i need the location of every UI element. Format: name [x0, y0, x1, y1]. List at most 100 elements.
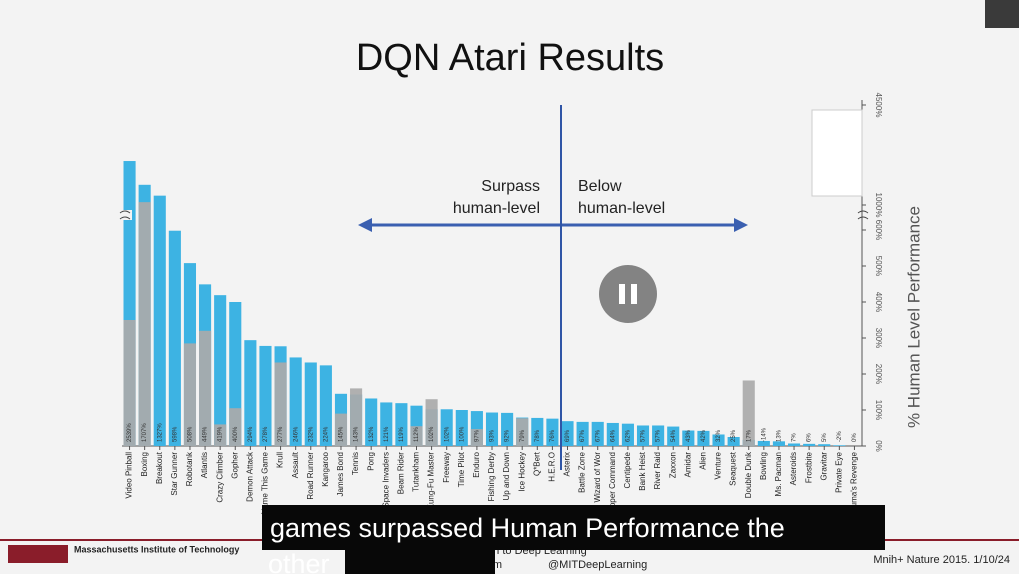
linear-bar — [214, 424, 227, 446]
annotation: Below — [578, 178, 622, 195]
value-label: 67% — [580, 429, 586, 442]
value-label: 294% — [248, 426, 254, 442]
value-label: 278% — [263, 426, 269, 442]
x-tick-label: Private Eye — [834, 451, 843, 492]
dqn-bar — [803, 443, 816, 446]
value-label: 57% — [641, 429, 647, 442]
dqn-bar — [244, 340, 257, 446]
linear-bar — [274, 362, 287, 446]
value-label: 57% — [656, 429, 662, 442]
value-label: 76% — [550, 429, 556, 442]
x-tick-label: Up and Down — [502, 452, 511, 500]
dqn-bar — [561, 421, 574, 446]
x-tick-label: Fishing Derby — [487, 452, 496, 501]
y-tick-label: 300% — [874, 328, 883, 348]
value-label: 102% — [429, 426, 435, 442]
x-tick-label: Space Invaders — [381, 452, 390, 508]
value-label: 32% — [716, 429, 722, 442]
footer-citation: Mnih+ Nature 2015. 1/10/24 — [873, 554, 1010, 566]
dqn-bar — [304, 362, 317, 446]
x-tick-label: Video Pinball — [125, 452, 134, 499]
value-label: 6% — [807, 433, 813, 442]
value-label: 78% — [535, 429, 541, 442]
dqn-bar — [214, 295, 227, 446]
dqn-bar — [440, 409, 453, 446]
value-label: 232% — [308, 426, 314, 442]
dqn-bar — [652, 425, 665, 446]
pause-icon — [631, 284, 637, 304]
dqn-bar — [727, 437, 740, 446]
value-label: 79% — [520, 429, 526, 442]
dqn-bar — [576, 421, 589, 446]
dqn-bar — [485, 412, 499, 446]
linear-bar — [229, 408, 242, 446]
value-label: 508% — [188, 426, 194, 442]
x-tick-label: Bowling — [759, 452, 768, 480]
dqn-bar — [621, 423, 634, 446]
value-label: 449% — [203, 426, 209, 442]
pause-button[interactable] — [599, 265, 657, 323]
x-tick-label: James Bond — [336, 452, 345, 496]
linear-bar — [516, 418, 529, 446]
value-label: 224% — [323, 426, 329, 442]
value-label: 100% — [459, 426, 465, 442]
linear-bar — [123, 320, 136, 446]
x-tick-label: Name This Game — [261, 451, 270, 514]
footer-handle[interactable]: @MITDeepLearning — [548, 559, 647, 571]
linear-bar — [334, 413, 348, 446]
value-label: 62% — [625, 429, 631, 442]
value-label: 112% — [414, 426, 420, 442]
x-tick-label: Demon Attack — [245, 451, 254, 502]
plot: 0% 100% 200% 300% 400% 500% 600% 1000% 4500% Vide… — [122, 93, 883, 534]
y-tick-label: 500% — [874, 256, 883, 276]
linear-bar — [425, 399, 438, 446]
x-tick-label: Bank Heist — [638, 451, 647, 490]
value-label: 69% — [565, 429, 571, 442]
value-label: 43% — [686, 429, 692, 442]
x-tick-label: Amidar — [683, 452, 692, 478]
value-label: 419% — [218, 426, 224, 442]
value-label: 17% — [746, 429, 752, 442]
value-label: 598% — [172, 426, 178, 442]
linear-bar — [138, 202, 151, 446]
subtitle-box — [262, 505, 885, 550]
chart-title: DQN Atari Results — [356, 37, 664, 79]
value-label: 121% — [384, 426, 390, 442]
x-tick-label: Kangaroo — [321, 451, 330, 486]
value-label: 0% — [852, 433, 858, 442]
x-tick-label: H.E.R.O — [548, 452, 557, 482]
frame-corner — [985, 0, 1019, 28]
dqn-bar — [697, 430, 710, 446]
x-tick-label: Crazy Climber — [215, 452, 224, 503]
dqn-bar — [712, 434, 725, 446]
linear-bar — [470, 429, 483, 446]
linear-bar — [742, 380, 755, 446]
y-tick-label: 400% — [874, 292, 883, 312]
legend — [811, 109, 863, 197]
dqn-bar — [667, 426, 680, 446]
x-tick-label: Road Runner — [306, 452, 315, 500]
dqn-bar — [682, 430, 695, 446]
dqn-bar — [606, 422, 619, 446]
axis-break — [857, 210, 869, 220]
dqn-bar — [365, 398, 378, 446]
x-tick-label: Atlantis — [200, 452, 209, 478]
x-tick-label: Centipede — [623, 451, 632, 488]
value-label: 145% — [339, 426, 345, 442]
dqn-bar — [153, 195, 166, 446]
x-tick-label: Venture — [714, 451, 723, 479]
dqn-bar — [531, 417, 544, 446]
annotation: human-level — [578, 200, 665, 217]
dqn-bar — [380, 402, 393, 446]
x-tick-label: Gravitar — [819, 452, 828, 481]
annotation: human-level — [453, 200, 540, 217]
x-tick-label: Q*Bert — [532, 451, 541, 476]
dqn-bar — [546, 418, 559, 446]
axis-break — [119, 210, 131, 220]
pause-icon — [619, 284, 625, 304]
y-tick-label: 200% — [874, 364, 883, 384]
value-label: 277% — [278, 426, 284, 442]
dqn-bar — [168, 230, 181, 446]
linear-bar — [410, 426, 423, 446]
x-tick-label: Tutankham — [412, 452, 421, 492]
